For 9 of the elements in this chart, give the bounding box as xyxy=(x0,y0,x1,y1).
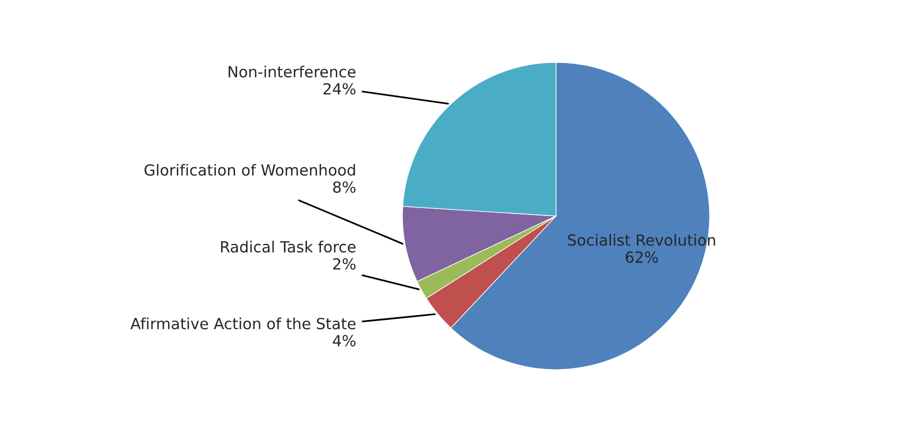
data-label: 4% xyxy=(332,334,356,346)
slice-label: Afirmative Action of the State xyxy=(130,318,356,330)
data-label: 2% xyxy=(333,258,356,270)
data-label: 8% xyxy=(333,181,356,193)
slice-label: Radical Task force xyxy=(221,240,356,253)
data-label: 24% xyxy=(324,83,356,95)
data-label: 62% xyxy=(626,251,658,263)
slice-label: Glorification of Womenhood xyxy=(144,164,355,176)
slice-label: Non-interference xyxy=(228,66,356,78)
